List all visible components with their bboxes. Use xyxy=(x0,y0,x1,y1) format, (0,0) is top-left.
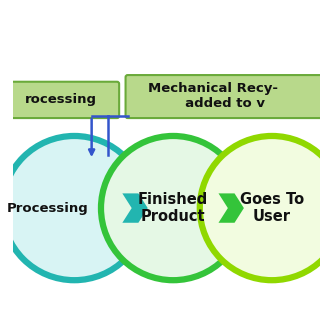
Circle shape xyxy=(101,136,245,280)
FancyBboxPatch shape xyxy=(8,82,119,118)
Text: rocessing: rocessing xyxy=(25,93,97,107)
Text: Goes To
User: Goes To User xyxy=(240,192,304,224)
Text: Finished
Product: Finished Product xyxy=(138,192,208,224)
FancyBboxPatch shape xyxy=(125,75,320,118)
Text: Processing: Processing xyxy=(7,202,88,215)
Circle shape xyxy=(200,136,320,280)
Polygon shape xyxy=(219,193,244,223)
Text: Mechanical Recy-
     added to v: Mechanical Recy- added to v xyxy=(148,83,278,110)
Circle shape xyxy=(2,136,146,280)
Polygon shape xyxy=(122,193,148,223)
